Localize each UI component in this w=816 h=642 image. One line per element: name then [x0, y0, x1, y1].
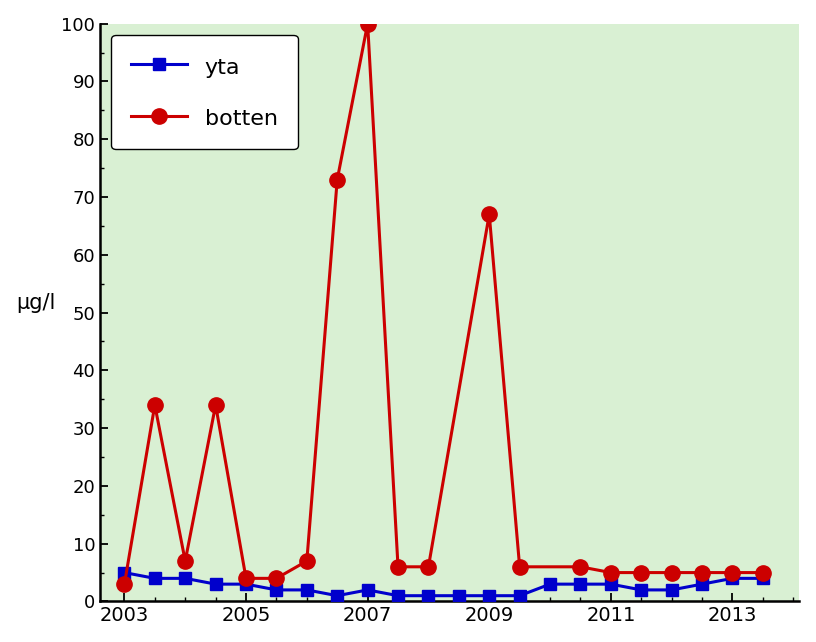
botten	[667, 569, 676, 577]
botten	[606, 569, 616, 577]
Legend: yta, botten: yta, botten	[111, 35, 298, 150]
Line: yta: yta	[118, 566, 769, 602]
botten	[424, 563, 433, 571]
yta	[636, 586, 646, 594]
Line: botten: botten	[117, 16, 770, 592]
botten	[150, 401, 160, 409]
yta	[272, 586, 282, 594]
yta	[728, 575, 738, 582]
yta	[454, 592, 463, 600]
yta	[241, 580, 251, 588]
yta	[393, 592, 403, 600]
yta	[606, 580, 616, 588]
yta	[758, 575, 768, 582]
yta	[302, 586, 312, 594]
yta	[575, 580, 585, 588]
yta	[363, 586, 373, 594]
botten	[485, 211, 494, 218]
botten	[332, 176, 342, 184]
botten	[363, 20, 373, 28]
botten	[636, 569, 646, 577]
yta	[424, 592, 433, 600]
botten	[575, 563, 585, 571]
botten	[515, 563, 525, 571]
yta	[211, 580, 220, 588]
yta	[515, 592, 525, 600]
botten	[697, 569, 707, 577]
botten	[211, 401, 220, 409]
yta	[545, 580, 555, 588]
botten	[728, 569, 738, 577]
yta	[697, 580, 707, 588]
botten	[241, 575, 251, 582]
botten	[119, 580, 129, 588]
botten	[393, 563, 403, 571]
yta	[119, 569, 129, 577]
yta	[150, 575, 160, 582]
yta	[180, 575, 190, 582]
botten	[302, 557, 312, 565]
Y-axis label: µg/l: µg/l	[16, 293, 56, 313]
botten	[180, 557, 190, 565]
yta	[667, 586, 676, 594]
botten	[272, 575, 282, 582]
yta	[332, 592, 342, 600]
botten	[758, 569, 768, 577]
yta	[485, 592, 494, 600]
